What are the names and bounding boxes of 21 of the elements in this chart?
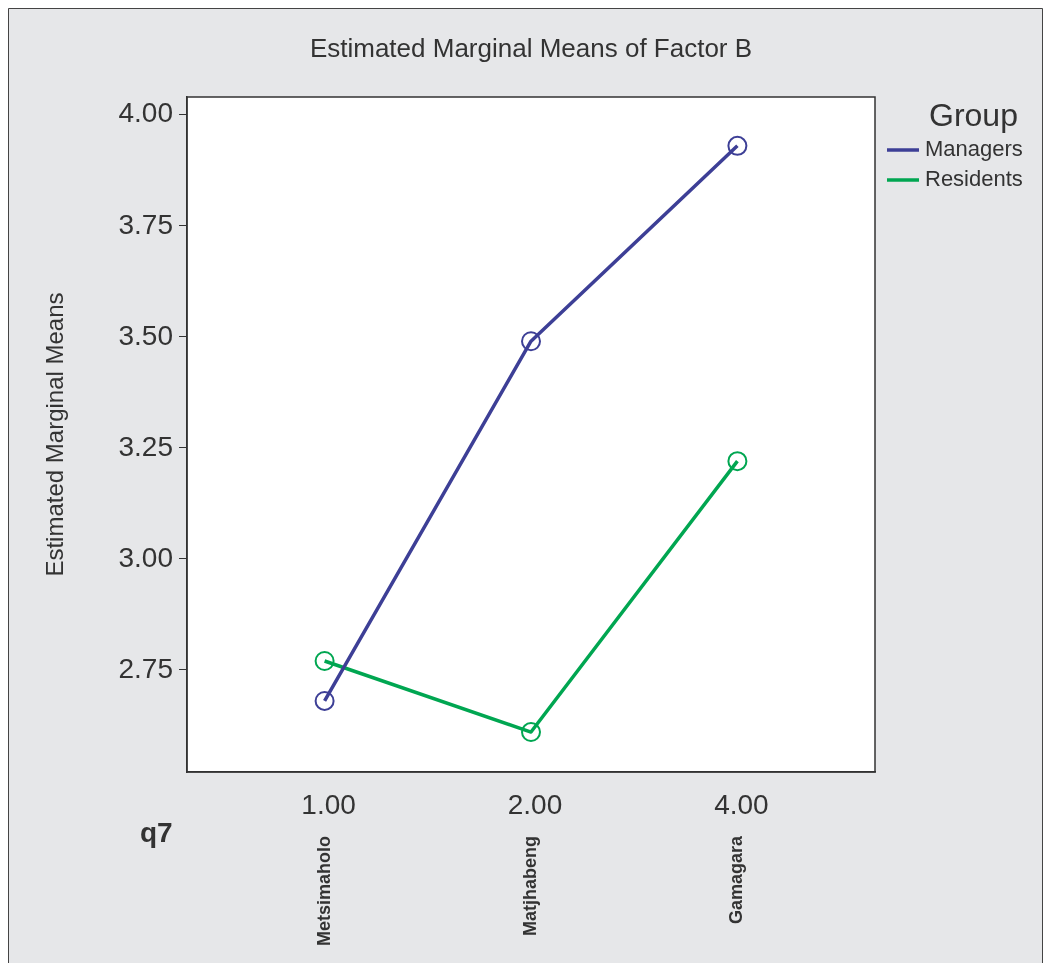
point: [727, 451, 748, 472]
y-tick-label: 4.00: [118, 97, 173, 129]
point: [521, 722, 541, 743]
x-axis-title: q7: [140, 816, 173, 848]
y-tick-label: 3.75: [118, 208, 173, 240]
point: [314, 690, 335, 711]
point: [314, 650, 335, 671]
point: [521, 331, 541, 352]
legend-title: Group: [929, 96, 1018, 133]
y-tick-label: 2.75: [118, 652, 173, 684]
y-tick-label: 3.00: [118, 541, 173, 573]
y-tick-label: 3.50: [118, 319, 173, 351]
y-axis-title: Estimated Marginal Means: [40, 292, 68, 577]
x-tick-label: 2.00 Matjhabeng: [507, 788, 563, 937]
legend-label: Managers: [925, 136, 1023, 162]
legend-label: Residents: [925, 166, 1023, 192]
x-tick-label: 1.00 Metsimaholo: [301, 788, 356, 947]
point: [727, 135, 748, 156]
chart-title: Estimated Marginal Means of Factor B: [309, 33, 753, 64]
y-tick-label: 3.25: [118, 430, 173, 462]
x-tick-label: 4.00 Gamagara: [714, 788, 769, 925]
